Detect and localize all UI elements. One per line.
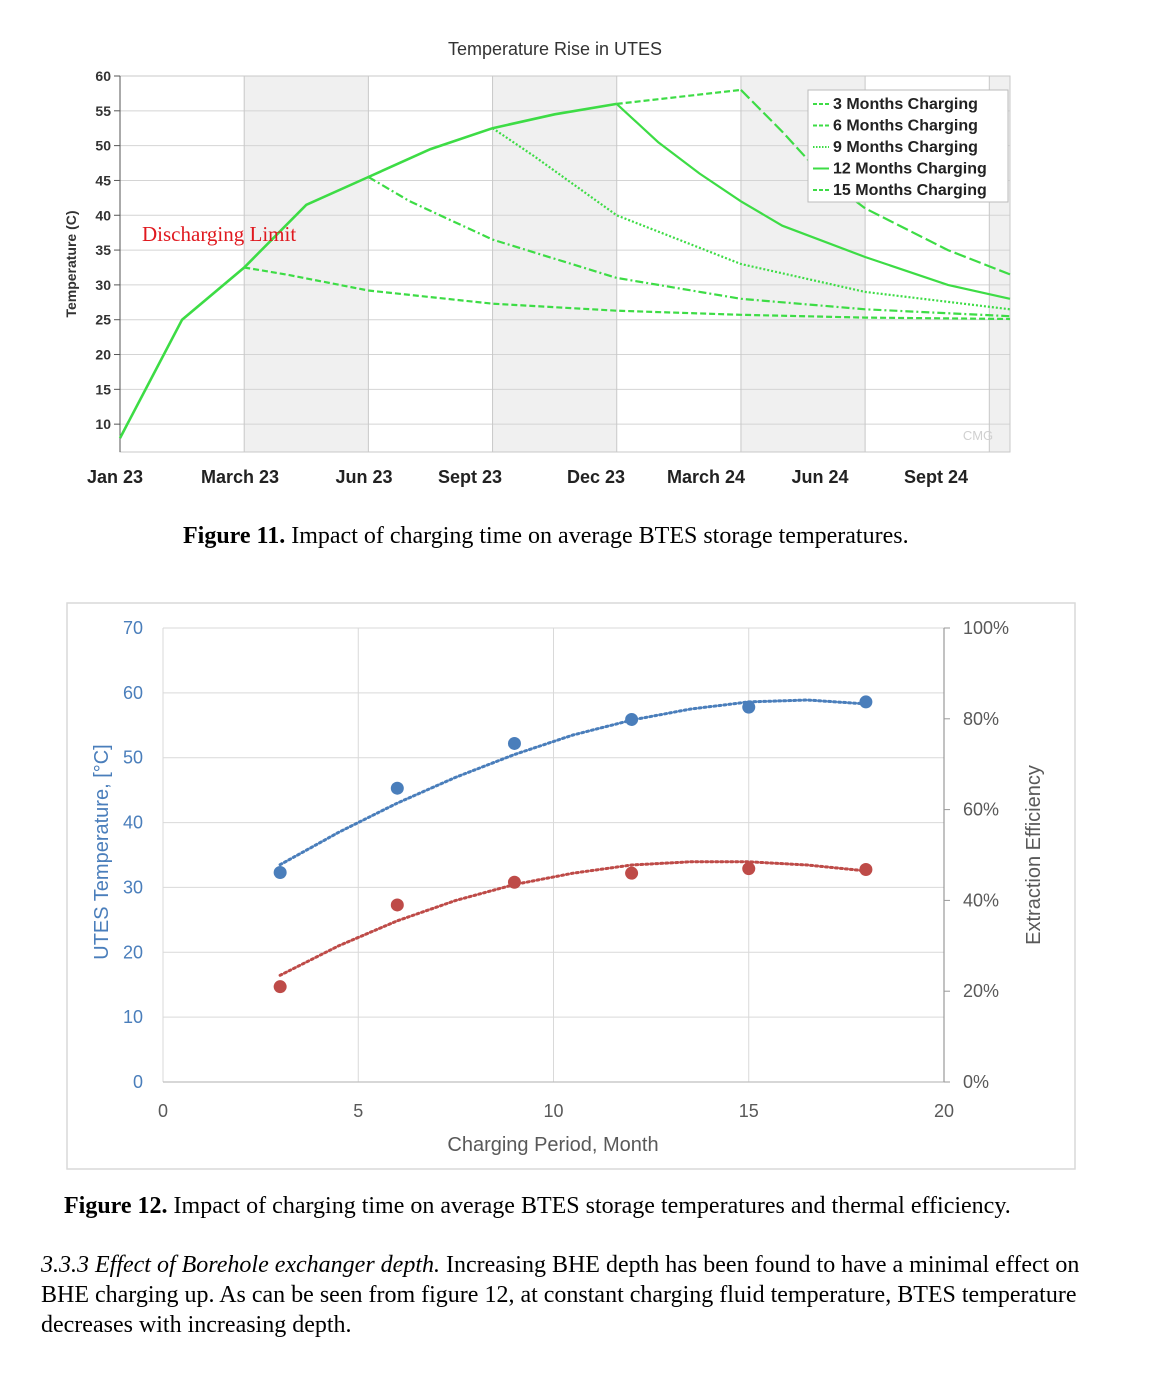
trendlines bbox=[278, 698, 868, 977]
x-axis-ticks: 0 5 10 15 20 bbox=[158, 1101, 954, 1121]
x-tick-label: March 24 bbox=[667, 467, 745, 487]
legend-box bbox=[807, 89, 1009, 203]
band bbox=[244, 76, 369, 452]
x-tick-label: Dec 23 bbox=[567, 467, 625, 487]
section-heading: 3.3.3 Effect of Borehole exchanger depth… bbox=[41, 1252, 440, 1278]
y-tick-label: 25 bbox=[95, 312, 111, 328]
trendline-temperature bbox=[278, 698, 868, 867]
y-tick-label: 60 bbox=[123, 683, 143, 703]
point-efficiency bbox=[742, 862, 756, 876]
background-bands bbox=[244, 76, 1010, 452]
x-tick-label: 15 bbox=[739, 1101, 759, 1121]
discharging-limit-annotation: Discharging Limit bbox=[142, 222, 296, 246]
legend-label: 6 Months Charging bbox=[833, 118, 978, 135]
y-tick-label: 40 bbox=[95, 207, 111, 223]
y-axis-ticks: 0 10 20 30 40 50 60 70 bbox=[123, 618, 143, 1092]
charging-curve bbox=[118, 102, 617, 439]
figure-12-chart: 0 10 20 30 40 50 60 70 0% 20% 40% 60% 80% 100% 0 5 10 1… bbox=[66, 602, 1076, 1170]
legend-label: 3 Months Charging bbox=[833, 96, 978, 113]
series-line-6-months-charging bbox=[367, 176, 1011, 318]
y-tick-label: 60 bbox=[95, 68, 111, 84]
charging-curve-extension bbox=[616, 88, 742, 105]
y-axis-ticks: 10 15 20 25 30 35 40 45 50 55 60 bbox=[95, 68, 120, 432]
series-line-12-months-charging bbox=[615, 103, 1011, 300]
series-line-9-months-charging bbox=[491, 127, 1011, 311]
y-tick-label: 50 bbox=[95, 138, 111, 154]
y-tick-label: 10 bbox=[95, 416, 111, 432]
point-temperature bbox=[507, 736, 521, 750]
x-tick-label: 20 bbox=[934, 1101, 954, 1121]
y-tick-label: 20 bbox=[123, 942, 143, 962]
point-temperature bbox=[625, 712, 639, 726]
y2-axis-ticks: 0% 20% 40% 60% 80% 100% bbox=[944, 618, 1009, 1092]
point-efficiency bbox=[507, 875, 521, 889]
y2-tick-label: 80% bbox=[963, 709, 999, 729]
point-efficiency bbox=[273, 980, 287, 994]
y2-tick-label: 20% bbox=[963, 981, 999, 1001]
x-tick-label: 0 bbox=[158, 1101, 168, 1121]
y-tick-label: 70 bbox=[123, 618, 143, 638]
y-tick-label: 50 bbox=[123, 748, 143, 768]
x-tick-label: 5 bbox=[353, 1101, 363, 1121]
x-axis-label: Charging Period, Month bbox=[447, 1134, 658, 1156]
y2-tick-label: 100% bbox=[963, 618, 1009, 638]
x-tick-label: 10 bbox=[543, 1101, 563, 1121]
trendline-efficiency bbox=[278, 860, 868, 977]
x-tick-label: Jan 23 bbox=[87, 467, 143, 487]
figure-12-caption-text: Impact of charging time on average BTES … bbox=[167, 1193, 1011, 1219]
point-efficiency bbox=[625, 866, 639, 880]
x-tick-label: Jun 23 bbox=[335, 467, 392, 487]
series-lines bbox=[118, 88, 1011, 439]
point-efficiency bbox=[859, 863, 873, 877]
y-tick-label: 45 bbox=[95, 172, 111, 188]
y-tick-label: 30 bbox=[123, 877, 143, 897]
y2-tick-label: 60% bbox=[963, 800, 999, 820]
legend-label: 15 Months Charging bbox=[833, 182, 987, 199]
point-efficiency bbox=[390, 898, 404, 912]
series-line-3-months-charging bbox=[244, 266, 1011, 321]
point-temperature bbox=[273, 866, 287, 880]
chart-frame bbox=[66, 602, 1076, 1170]
watermark-logo: CMG bbox=[963, 428, 993, 443]
section-paragraph: 3.3.3 Effect of Borehole exchanger depth… bbox=[41, 1250, 1121, 1340]
point-temperature bbox=[390, 781, 404, 795]
x-axis-ticks: Jan 23 March 23 Jun 23 Sept 23 Dec 23 March 2… bbox=[87, 467, 968, 487]
section-body-text: Increasing BHE depth has been found to h… bbox=[41, 1252, 1080, 1338]
y-tick-label: 35 bbox=[95, 242, 111, 258]
figure-12-caption-label: Figure 12. bbox=[64, 1193, 168, 1219]
y-tick-label: 40 bbox=[123, 813, 143, 833]
legend-label: 9 Months Charging bbox=[833, 139, 978, 156]
x-tick-label: Sept 23 bbox=[438, 467, 502, 487]
figure-11-caption: Figure 11. Impact of charging time on av… bbox=[183, 523, 909, 550]
figure-12-caption: Figure 12. Impact of charging time on av… bbox=[64, 1193, 1011, 1220]
band bbox=[492, 76, 617, 452]
x-tick-label: March 23 bbox=[201, 467, 279, 487]
figure-11-chart: 10 15 20 25 30 35 40 45 50 55 60 Jan 23 March 23 Jun… bbox=[63, 39, 1011, 487]
legend: 3 Months Charging 6 Months Charging 9 Mont… bbox=[807, 89, 1009, 203]
legend-label: 12 Months Charging bbox=[833, 161, 987, 178]
axes bbox=[163, 628, 945, 1083]
figure-11-caption-label: Figure 11. bbox=[183, 523, 286, 549]
y-axis-label: UTES Temperature, [°C] bbox=[91, 744, 113, 959]
y-axis-label: Temperature (C) bbox=[63, 210, 79, 317]
x-tick-label: Jun 24 bbox=[791, 467, 848, 487]
point-temperature bbox=[859, 695, 873, 709]
y2-axis-label: Extraction Efficiency bbox=[1023, 765, 1045, 945]
y2-tick-label: 40% bbox=[963, 890, 999, 910]
y-tick-label: 10 bbox=[123, 1007, 143, 1027]
y-tick-label: 55 bbox=[95, 103, 111, 119]
point-temperature bbox=[742, 700, 756, 714]
chart-title: Temperature Rise in UTES bbox=[448, 39, 662, 59]
data-points bbox=[273, 695, 873, 994]
y2-tick-label: 0% bbox=[963, 1072, 989, 1092]
x-tick-label: Sept 24 bbox=[904, 467, 968, 487]
y-tick-label: 20 bbox=[95, 347, 111, 363]
y-tick-label: 15 bbox=[95, 381, 111, 397]
figure-11-caption-text: Impact of charging time on average BTES … bbox=[285, 523, 909, 549]
y-tick-label: 30 bbox=[95, 277, 111, 293]
y-tick-label: 0 bbox=[133, 1072, 143, 1092]
